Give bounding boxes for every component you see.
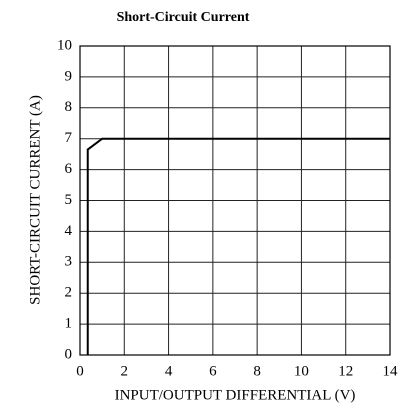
y-tick-label: 7 — [65, 130, 73, 146]
x-tick-label: 12 — [338, 363, 353, 379]
chart-title: Short-Circuit Current — [117, 10, 250, 25]
x-tick-label: 4 — [165, 363, 173, 379]
y-tick-label: 10 — [57, 37, 72, 53]
data-line — [86, 137, 390, 355]
x-tick-label: 0 — [76, 363, 84, 379]
y-tick-label: 6 — [65, 161, 73, 177]
y-tick-label: 1 — [65, 316, 73, 332]
x-tick-label: 8 — [253, 363, 261, 379]
y-tick-label: 9 — [65, 68, 73, 84]
y-tick-label: 0 — [65, 346, 73, 362]
x-axis-label: INPUT/OUTPUT DIFFERENTIAL (V) — [115, 387, 356, 403]
x-tick-label: 2 — [121, 363, 129, 379]
x-tick-label: 14 — [383, 363, 399, 379]
y-tick-label: 5 — [65, 192, 73, 208]
y-tick-label: 8 — [65, 99, 73, 115]
plot-frame — [79, 45, 391, 356]
y-tick-label: 3 — [65, 254, 73, 270]
y-axis-label: SHORT-CIRCUIT CURRENT (A) — [27, 95, 43, 305]
x-tick-label: 6 — [209, 363, 217, 379]
y-tick-label: 2 — [65, 285, 73, 301]
y-tick-label: 4 — [65, 223, 73, 239]
x-tick-label: 10 — [294, 363, 309, 379]
